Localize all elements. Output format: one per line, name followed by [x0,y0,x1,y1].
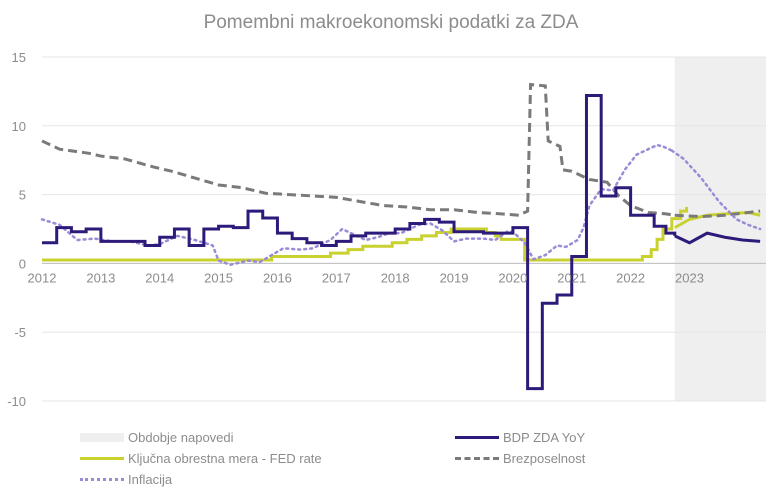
chart-title: Pomembni makroekonomski podatki za ZDA [203,12,579,33]
legend-label-unemployment: Brezposelnost [503,451,586,466]
series-line-inflacija [40,143,674,267]
legend-item-unemployment: Brezposelnost [455,451,585,466]
series-line-bdp-zda-yoy [42,94,677,391]
legend-item-inflation: Inflacija [80,472,172,487]
x-tick-label: 2021 [557,270,586,285]
legend-swatch-forecast [80,433,124,442]
x-tick-label: 2017 [322,270,351,285]
forecast-line-bdp-zda-yoy [674,231,761,245]
x-tick-label: 2019 [440,270,469,285]
series-line-brezposelnost [41,82,675,217]
x-tick-label: 2013 [86,270,115,285]
x-tick-label: 2023 [675,270,704,285]
series-lines [40,82,762,391]
legend-item-fed: Ključna obrestna mera - FED rate [80,451,322,466]
x-tick-label: 2020 [498,270,527,285]
legend-swatch-unemployment [455,457,499,460]
x-tick-label: 2018 [381,270,410,285]
forecast-period-band [674,57,766,401]
axis-ticks: 15 10 5 0 -5 -10 2012 2013 2014 2015 2016 2017 2018 2… [7,50,704,409]
legend-swatch-fed [80,457,124,460]
x-tick-label: 2014 [145,270,174,285]
legend-label-inflation: Inflacija [128,472,173,487]
legend-swatch-gdp [455,436,499,439]
x-tick-label: 2022 [616,270,645,285]
legend-swatch-inflation [80,478,124,481]
legend-item-forecast: Obdobje napovedi [80,430,234,445]
x-tick-label: 2012 [28,270,57,285]
x-tick-label: 2015 [204,270,233,285]
y-tick-label: 15 [12,50,26,65]
legend-label-forecast: Obdobje napovedi [128,430,234,445]
y-tick-label: 0 [19,256,26,271]
forecast-line-brezposelnost [674,209,761,219]
y-tick-label: 10 [12,119,26,134]
forecast-line-inflacija [670,149,762,231]
x-tick-label: 2016 [263,270,292,285]
y-tick-label: -10 [7,394,26,409]
forecast-band [674,57,766,401]
y-tick-label: -5 [14,325,26,340]
legend-label-fed: Ključna obrestna mera - FED rate [128,451,322,466]
legend-item-gdp: BDP ZDA YoY [455,430,585,445]
grid-lines [42,56,766,402]
y-tick-label: 5 [19,188,26,203]
legend-label-gdp: BDP ZDA YoY [503,430,586,445]
